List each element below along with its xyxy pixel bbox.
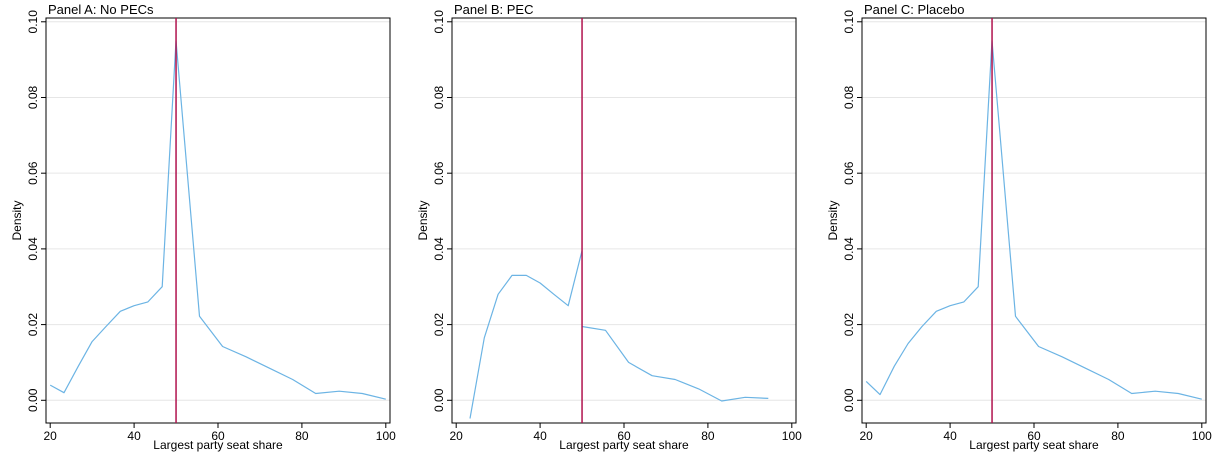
x-tick-label: 40 — [127, 429, 141, 443]
y-tick-label: 0.08 — [842, 85, 856, 109]
y-tick-label: 0.02 — [26, 313, 40, 337]
y-tick-label: 0.04 — [26, 237, 40, 261]
y-tick-label: 0.10 — [432, 10, 446, 34]
y-tick-label: 0.06 — [26, 161, 40, 185]
density-line — [865, 40, 1202, 400]
panel-title: Panel B: PEC — [454, 2, 534, 17]
y-tick-label: 0.00 — [842, 388, 856, 412]
x-tick-label: 20 — [450, 429, 464, 443]
x-tick-label: 60 — [617, 429, 631, 443]
y-tick-label: 0.10 — [26, 10, 40, 34]
y-tick-label: 0.04 — [842, 237, 856, 261]
x-tick-label: 100 — [782, 429, 802, 443]
plot-frame — [861, 17, 1207, 424]
x-tick-label: 80 — [1111, 429, 1125, 443]
y-tick-label: 0.00 — [432, 388, 446, 412]
x-axis-label: Largest party seat share — [969, 438, 1099, 452]
x-tick-label: 80 — [701, 429, 715, 443]
y-axis-label: Density — [10, 200, 24, 240]
y-tick-label: 0.02 — [432, 313, 446, 337]
plot-frame — [45, 17, 391, 424]
chart-panel-2: 0.00 0.02 0.04 0.06 0.08 0.10 20 40 60 80 100 Large… — [416, 2, 802, 452]
x-tick-label: 20 — [860, 429, 874, 443]
x-axis-label: Largest party seat share — [153, 438, 283, 452]
chart-panel-3: 0.00 0.02 0.04 0.06 0.08 0.10 20 40 60 80 100 Large… — [826, 2, 1212, 452]
y-tick-label: 0.08 — [26, 85, 40, 109]
y-tick-label: 0.08 — [432, 85, 446, 109]
y-tick-label: 0.10 — [842, 10, 856, 34]
y-tick-label: 0.02 — [842, 313, 856, 337]
density-line — [581, 325, 769, 402]
density-line — [49, 40, 386, 400]
x-tick-label: 60 — [211, 429, 225, 443]
x-tick-label: 60 — [1027, 429, 1041, 443]
x-axis-label: Largest party seat share — [559, 438, 689, 452]
x-tick-label: 100 — [1192, 429, 1212, 443]
chart-panel-1: 0.00 0.02 0.04 0.06 0.08 0.10 20 40 60 80 100 Large… — [10, 2, 396, 452]
y-tick-label: 0.04 — [432, 237, 446, 261]
panel-title: Panel A: No PECs — [48, 2, 154, 17]
y-tick-label: 0.00 — [26, 388, 40, 412]
x-tick-label: 80 — [295, 429, 309, 443]
plot-frame — [451, 17, 797, 424]
x-tick-label: 40 — [533, 429, 547, 443]
y-axis-label: Density — [826, 200, 840, 240]
y-tick-label: 0.06 — [432, 161, 446, 185]
x-tick-label: 100 — [376, 429, 396, 443]
y-axis-label: Density — [416, 200, 430, 240]
x-tick-label: 40 — [943, 429, 957, 443]
panel-title: Panel C: Placebo — [864, 2, 964, 17]
density-line — [469, 250, 583, 419]
y-tick-label: 0.06 — [842, 161, 856, 185]
x-tick-label: 20 — [44, 429, 58, 443]
